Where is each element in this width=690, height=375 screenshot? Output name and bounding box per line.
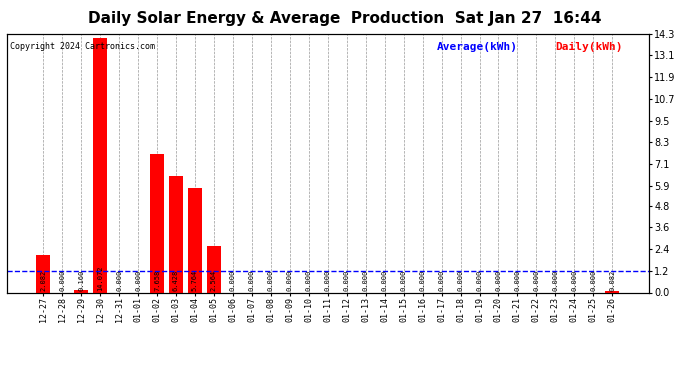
Bar bbox=[36, 255, 50, 292]
Text: 0.000: 0.000 bbox=[306, 270, 312, 291]
Text: 0.000: 0.000 bbox=[287, 270, 293, 291]
Text: 0.000: 0.000 bbox=[116, 270, 122, 291]
Text: 0.000: 0.000 bbox=[477, 270, 482, 291]
Bar bbox=[605, 291, 620, 292]
Text: 2.082: 2.082 bbox=[40, 270, 46, 291]
Text: Daily Solar Energy & Average  Production  Sat Jan 27  16:44: Daily Solar Energy & Average Production … bbox=[88, 11, 602, 26]
Text: 0.000: 0.000 bbox=[571, 270, 578, 291]
Text: Daily(kWh): Daily(kWh) bbox=[555, 42, 623, 51]
Text: 7.658: 7.658 bbox=[154, 270, 160, 291]
Text: 0.000: 0.000 bbox=[59, 270, 65, 291]
Text: 0.000: 0.000 bbox=[533, 270, 540, 291]
Text: 0.160: 0.160 bbox=[78, 270, 84, 291]
Bar bbox=[169, 176, 183, 292]
Text: 0.000: 0.000 bbox=[249, 270, 255, 291]
Text: Copyright 2024 Cartronics.com: Copyright 2024 Cartronics.com bbox=[10, 42, 155, 51]
Text: 2.564: 2.564 bbox=[211, 270, 217, 291]
Text: 5.764: 5.764 bbox=[192, 270, 198, 291]
Text: 0.000: 0.000 bbox=[420, 270, 426, 291]
Bar bbox=[188, 188, 202, 292]
Text: 0.000: 0.000 bbox=[591, 270, 596, 291]
Text: Average(kWh): Average(kWh) bbox=[437, 42, 518, 51]
Text: 0.000: 0.000 bbox=[268, 270, 274, 291]
Text: 6.428: 6.428 bbox=[173, 270, 179, 291]
Text: 0.000: 0.000 bbox=[325, 270, 331, 291]
Text: 0.000: 0.000 bbox=[363, 270, 368, 291]
Text: 0.000: 0.000 bbox=[495, 270, 502, 291]
Bar bbox=[74, 290, 88, 292]
Text: 0.000: 0.000 bbox=[553, 270, 558, 291]
Text: 0.000: 0.000 bbox=[439, 270, 444, 291]
Text: 0.000: 0.000 bbox=[382, 270, 388, 291]
Text: 0.000: 0.000 bbox=[135, 270, 141, 291]
Text: 0.000: 0.000 bbox=[515, 270, 520, 291]
Text: 0.082: 0.082 bbox=[609, 270, 615, 291]
Bar bbox=[150, 154, 164, 292]
Text: 0.000: 0.000 bbox=[457, 270, 464, 291]
Text: 0.000: 0.000 bbox=[230, 270, 236, 291]
Bar bbox=[207, 246, 221, 292]
Text: 0.000: 0.000 bbox=[401, 270, 406, 291]
Bar bbox=[93, 38, 107, 292]
Text: 0.000: 0.000 bbox=[344, 270, 350, 291]
Text: 14.072: 14.072 bbox=[97, 266, 103, 291]
